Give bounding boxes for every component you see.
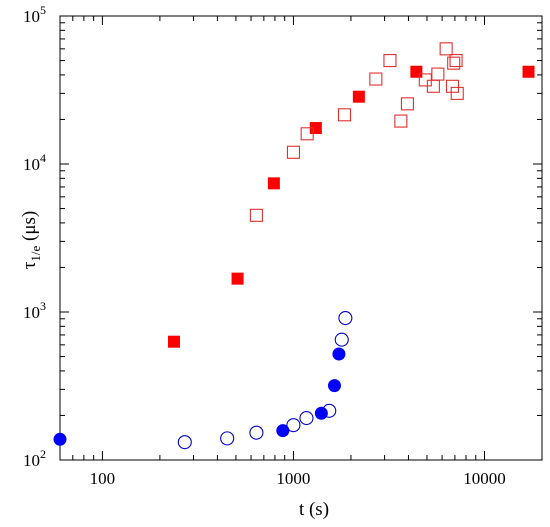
open-circle-point [286, 418, 301, 433]
open-square-point [249, 208, 263, 222]
x-axis-label: t (s) [299, 499, 329, 520]
open-square-point [383, 54, 397, 68]
x-tick-label: 10000 [463, 469, 506, 488]
y-tick-label: 104 [23, 151, 46, 174]
open-circle-point [177, 435, 192, 450]
filled-square-point [410, 65, 423, 78]
y-axis-label: τ1/e (μs) [19, 211, 43, 270]
series-1 [249, 42, 464, 222]
filled-square-point [167, 335, 180, 348]
x-tick-label: 100 [90, 469, 116, 488]
x-tick-label: 1000 [276, 469, 310, 488]
series-3 [177, 311, 353, 450]
y-tick-label: 103 [23, 299, 46, 322]
y-tick-label: 102 [23, 447, 46, 470]
open-square-point [447, 56, 461, 70]
filled-circle-point [327, 379, 341, 393]
y-axis-label-sub: 1/e [28, 246, 43, 262]
y-axis-label-unit: (μs) [19, 211, 40, 246]
plot-frame [59, 15, 543, 461]
y-tick-label: 105 [23, 3, 46, 26]
filled-circle-point [314, 406, 328, 420]
open-square-point [450, 86, 464, 100]
open-square-point [431, 67, 445, 81]
open-square-point [369, 72, 383, 86]
open-circle-point [249, 425, 264, 440]
filled-square-point [522, 65, 535, 78]
filled-square-point [231, 272, 244, 285]
open-circle-point [220, 431, 235, 446]
series-2 [53, 347, 346, 446]
open-square-point [449, 54, 463, 68]
open-circle-point [334, 332, 349, 347]
data-markers [53, 42, 535, 450]
filled-square-point [267, 177, 280, 190]
open-circle-point [299, 411, 314, 426]
open-square-point [445, 79, 460, 93]
open-square-point [286, 145, 300, 159]
axis-ticks [59, 15, 543, 461]
open-square-point [300, 127, 314, 141]
plot-border [59, 15, 543, 461]
open-square-point [337, 108, 352, 122]
filled-circle-point [276, 424, 290, 438]
open-square-point [394, 114, 408, 128]
filled-square-point [352, 90, 365, 103]
filled-circle-point [53, 432, 67, 446]
open-square-point [439, 42, 453, 56]
open-circle-point [322, 403, 337, 418]
series-0 [167, 65, 535, 348]
open-square-point [400, 97, 414, 111]
y-axis-label-base: τ [19, 261, 40, 269]
tick-labels: 100 1000 10000 102 103 104 105 [23, 3, 506, 488]
open-circle-point [338, 311, 353, 326]
filled-circle-point [332, 347, 346, 361]
